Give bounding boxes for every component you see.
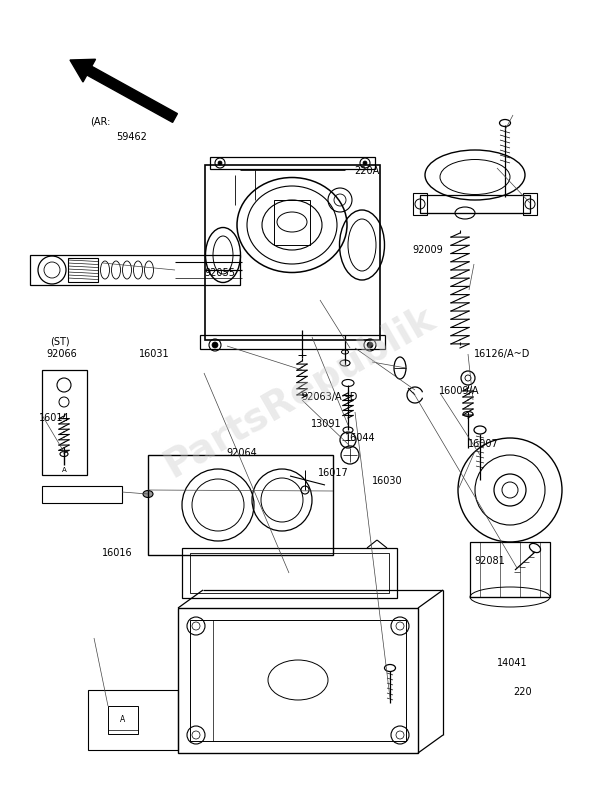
Text: A: A xyxy=(62,467,67,473)
Text: 92081: 92081 xyxy=(474,557,505,566)
Bar xyxy=(274,200,310,245)
Text: 16009/A: 16009/A xyxy=(439,386,480,396)
Bar xyxy=(523,193,537,215)
Bar xyxy=(42,370,87,475)
Bar xyxy=(200,335,385,349)
Bar xyxy=(190,620,406,741)
Text: 16126/A~D: 16126/A~D xyxy=(474,349,530,359)
Circle shape xyxy=(218,161,222,165)
Text: 59462: 59462 xyxy=(116,133,146,142)
Bar xyxy=(108,706,138,734)
Bar xyxy=(210,157,375,169)
Text: 92009: 92009 xyxy=(413,246,443,255)
Text: 92064: 92064 xyxy=(226,448,257,458)
Text: 16030: 16030 xyxy=(372,476,403,486)
Bar xyxy=(42,486,122,503)
Text: (AR:: (AR: xyxy=(90,117,110,126)
FancyArrow shape xyxy=(70,59,178,122)
Text: 13091: 13091 xyxy=(311,419,341,429)
Text: A: A xyxy=(121,715,125,725)
Bar xyxy=(420,195,530,213)
Text: 14041: 14041 xyxy=(497,659,527,668)
Bar xyxy=(182,548,397,598)
Ellipse shape xyxy=(143,491,153,498)
Bar xyxy=(178,608,418,753)
Text: 92055: 92055 xyxy=(204,268,235,278)
Text: 16014: 16014 xyxy=(39,413,70,422)
Circle shape xyxy=(212,342,218,348)
Bar xyxy=(148,455,333,555)
Bar xyxy=(205,165,380,340)
Text: 92066: 92066 xyxy=(47,349,77,359)
Bar xyxy=(88,690,178,750)
Bar xyxy=(470,542,550,597)
Text: 16044: 16044 xyxy=(345,433,376,443)
Bar xyxy=(413,193,427,215)
Text: 16007: 16007 xyxy=(468,439,499,448)
Text: 16031: 16031 xyxy=(139,349,170,359)
Bar xyxy=(30,255,240,285)
Bar xyxy=(68,258,98,282)
Text: 220: 220 xyxy=(513,688,532,697)
Text: 16017: 16017 xyxy=(318,468,349,477)
Text: 92063/A~D: 92063/A~D xyxy=(301,392,358,402)
Text: (ST): (ST) xyxy=(50,337,70,346)
Text: 16016: 16016 xyxy=(102,549,133,558)
Circle shape xyxy=(367,342,373,348)
Text: 220A: 220A xyxy=(354,166,379,176)
Bar xyxy=(190,553,389,593)
Text: PartsRepublik: PartsRepublik xyxy=(158,299,442,485)
Circle shape xyxy=(363,161,367,165)
